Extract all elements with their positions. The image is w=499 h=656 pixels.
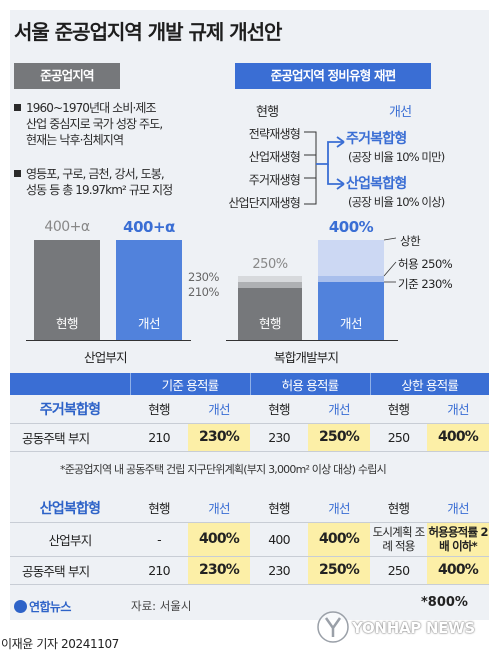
bullet-history: 1960~1970년대 소비·제조 산업 중심지로 국가 성장 주도, 현재는 … — [14, 100, 234, 148]
header-cap-far: 상한 용적률 — [369, 373, 489, 395]
sub-improved: 개선 — [308, 494, 370, 523]
bar-mixed-current-allowed — [238, 276, 302, 282]
row-label-housing: 공동주택 부지 — [10, 422, 130, 452]
cell-cap-improved: 허용용적률 2배 이하* — [427, 521, 489, 557]
reform-connector-lines — [304, 131, 345, 205]
cell-base-current: 210 — [130, 422, 188, 452]
header-base-far: 기준 용적률 — [129, 373, 250, 395]
marker-label-cap: 상한 — [400, 234, 421, 248]
bar-mixed-current-bonus — [238, 282, 302, 288]
marker-leader-lines — [383, 237, 397, 283]
sub-current: 현행 — [130, 494, 188, 523]
cell-base-current: 210 — [130, 556, 188, 585]
marker-label-210: 210% — [188, 285, 219, 299]
reform-type-tag: 준공업지역 정비유형 재편 — [235, 63, 431, 89]
residential-title: 주거복합형 — [10, 395, 130, 424]
bar-label-mixed-current: 현행 — [258, 316, 282, 331]
bar-label-industrial-current: 현행 — [55, 316, 79, 331]
table-note: *준공업지역 내 공동주택 건립 지구단위계획(부지 3,000m² 이상 대상… — [60, 463, 387, 476]
current-type-2: 산업재생형 — [248, 150, 301, 164]
row-label-housing: 공동주택 부지 — [10, 556, 130, 585]
sub-current: 현행 — [370, 395, 427, 424]
bar-mixed-current-base — [238, 288, 302, 340]
sub-improved: 개선 — [427, 494, 489, 523]
sub-current: 현행 — [250, 494, 308, 523]
industrial-table: 산업복합형 현행 개선 현행 개선 현행 개선 산업부지 - 400% 400 … — [10, 494, 489, 585]
marker-label-230: 230% — [188, 270, 219, 284]
sub-improved: 개선 — [427, 395, 489, 424]
bar-mixed-improved-allowed — [318, 276, 384, 282]
bar-value-industrial-improved: 400+α — [123, 218, 175, 236]
cell-cap-current: 250 — [370, 556, 427, 585]
residential-table: 기준 용적률 허용 용적률 상한 용적률 주거복합형 현행 개선 현행 개선 현… — [10, 373, 489, 452]
marker-label-base: 기준 230% — [398, 277, 453, 291]
cell-cap-current: 도시계획 조례 적용 — [370, 521, 427, 557]
byline: 이재윤 기자 20241107 — [1, 637, 119, 651]
current-type-1: 전략재생형 — [248, 127, 301, 141]
sub-improved: 개선 — [188, 395, 250, 424]
watermark-globe-icon — [317, 611, 349, 643]
bar-value-industrial-current: 400+α — [44, 219, 90, 235]
quasi-industrial-tag: 준공업지역 — [14, 63, 120, 89]
sub-current: 현행 — [370, 494, 427, 523]
bar-label-mixed-improved: 개선 — [339, 316, 363, 331]
cell-allowed-improved: 400% — [308, 521, 370, 557]
cell-base-current: - — [130, 521, 188, 557]
new-type-residential: 주거복합형 — [346, 131, 407, 147]
footnote-800: *800% — [421, 595, 468, 610]
bar-value-mixed-current: 250% — [252, 257, 288, 272]
bar-value-mixed-improved: 400% — [328, 218, 374, 236]
reform-current-header: 현행 — [256, 105, 279, 120]
sub-improved: 개선 — [308, 395, 370, 424]
yonhap-logo: 연합뉴스 — [14, 598, 71, 615]
square-bullet-icon — [14, 170, 21, 177]
new-type-industrial-desc: (공장 비율 10% 이상) — [348, 195, 445, 209]
cell-base-improved: 230% — [188, 422, 250, 452]
yonhap-logo-icon — [14, 600, 27, 613]
cell-allowed-improved: 250% — [308, 422, 370, 452]
cell-allowed-current: 400 — [250, 521, 308, 557]
square-bullet-icon — [14, 104, 21, 111]
bar-label-industrial-improved: 개선 — [137, 316, 161, 331]
marker-label-allowed: 허용 250% — [398, 257, 453, 271]
bar-mixed-improved-cap — [318, 240, 384, 276]
cell-cap-current: 250 — [370, 422, 427, 452]
page-title: 서울 준공업지역 개발 규제 개선안 — [14, 20, 282, 44]
cell-cap-improved: 400% — [427, 556, 489, 585]
current-type-3: 주거재생형 — [248, 173, 301, 187]
bar-industrial-current — [34, 240, 100, 340]
header-allowed-far: 허용 용적률 — [249, 373, 370, 395]
new-type-industrial: 산업복합형 — [346, 176, 407, 192]
sub-improved: 개선 — [188, 494, 250, 523]
sub-current: 현행 — [130, 395, 188, 424]
cell-base-improved: 400% — [188, 521, 250, 557]
watermark: YONHAP NEWS — [316, 610, 498, 644]
reform-improved-header: 개선 — [389, 105, 412, 120]
bar-industrial-improved — [116, 240, 182, 340]
current-type-4: 산업단지재생형 — [228, 196, 300, 210]
cell-base-improved: 230% — [188, 556, 250, 585]
source-text: 자료: 서울시 — [131, 599, 192, 613]
sub-current: 현행 — [250, 395, 308, 424]
x-axis-mixed — [226, 340, 398, 341]
new-type-residential-desc: (공장 비율 10% 미만) — [348, 150, 445, 164]
bullet-areas: 영등포, 구로, 금천, 강서, 도봉, 성동 등 총 19.97km² 규모 … — [14, 166, 234, 198]
row-label-industrial-land: 산업부지 — [10, 521, 130, 557]
cell-cap-improved: 400% — [427, 422, 489, 452]
bar-mixed-improved-base — [318, 282, 384, 340]
x-axis-industrial — [26, 340, 191, 341]
group-label-industrial: 산업부지 — [84, 350, 128, 365]
industrial-title: 산업복합형 — [10, 494, 130, 523]
cell-allowed-current: 230 — [250, 556, 308, 585]
cell-allowed-improved: 250% — [308, 556, 370, 585]
cell-allowed-current: 230 — [250, 422, 308, 452]
group-label-mixed: 복합개발부지 — [274, 350, 339, 365]
